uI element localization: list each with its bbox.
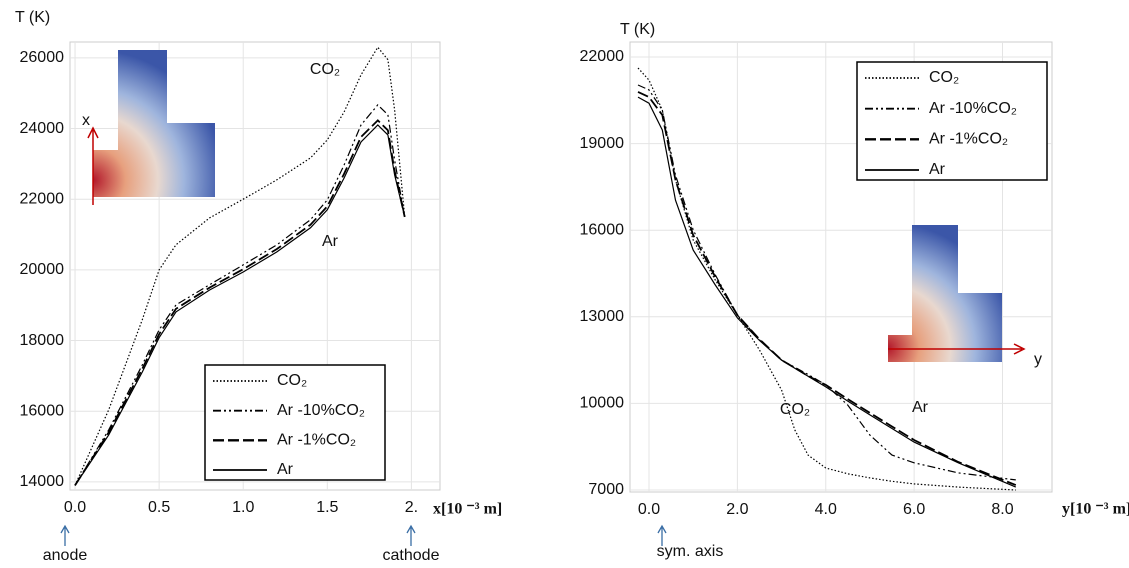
data-line <box>74 124 406 486</box>
annotation: anode <box>43 547 88 564</box>
x-tick-label: 2.0 <box>726 501 748 518</box>
y-tick-label: 7000 <box>588 481 624 498</box>
legend-box <box>856 61 1048 181</box>
y-tick-label: 26000 <box>20 49 65 66</box>
annotation: CO₂ <box>780 401 810 418</box>
x-tick-label: 2. <box>405 499 418 516</box>
x-axis-label: x[10 ⁻³ m] <box>433 501 502 518</box>
y-tick-label: 18000 <box>20 332 65 349</box>
inset-geometry <box>888 225 1002 362</box>
x-tick-label: 0.0 <box>64 499 86 516</box>
x-tick-label: 0.5 <box>148 499 170 516</box>
legend-label: Ar <box>277 461 294 478</box>
y-tick-label: 16000 <box>20 402 65 419</box>
x-tick-label: 0.0 <box>638 501 660 518</box>
y-tick-label: 19000 <box>580 135 625 152</box>
y-tick-label: 22000 <box>580 48 625 65</box>
y-tick-label: 22000 <box>20 190 65 207</box>
y-tick-label: 13000 <box>580 308 625 325</box>
inset-geometry <box>93 50 215 197</box>
data-line <box>637 96 1017 488</box>
data-line <box>74 119 406 486</box>
legend-label: CO₂ <box>929 69 959 86</box>
x-tick-label: 1.0 <box>232 499 254 516</box>
x-axis-label: y[10 ⁻³ m] <box>1062 501 1129 518</box>
left-chart: 14000 16000 18000 20000 22000 24000 26000 0.0 0.… <box>15 9 502 564</box>
annotation: CO₂ <box>310 61 340 78</box>
x-tick-label: 8.0 <box>991 501 1013 518</box>
inset-axis-label: x <box>82 112 90 129</box>
legend-label: Ar -1%CO₂ <box>277 432 356 449</box>
data-line <box>74 46 406 486</box>
inset-axis-arrow <box>888 343 1026 355</box>
annotation: Ar <box>322 233 339 250</box>
x-tick-label: 1.5 <box>316 499 338 516</box>
inset-axis-arrow <box>87 126 99 205</box>
right-chart: 7000 10000 13000 16000 19000 22000 0.0 2.0 4.0 6.… <box>580 21 1129 560</box>
y-tick-label: 16000 <box>580 221 625 238</box>
y-tick-label: 20000 <box>20 261 65 278</box>
legend-box <box>204 364 386 481</box>
annotation: sym. axis <box>657 543 724 560</box>
pointer-arrow <box>657 524 667 546</box>
annotation: cathode <box>383 547 440 564</box>
inset-axis-label: y <box>1034 351 1042 368</box>
y-tick-label: 24000 <box>20 120 65 137</box>
legend-label: CO₂ <box>277 372 307 389</box>
y-tick-label: 10000 <box>580 395 625 412</box>
annotation: Ar <box>912 399 929 416</box>
x-tick-label: 4.0 <box>815 501 837 518</box>
data-line <box>637 67 1016 491</box>
y-axis-label: T (K) <box>620 21 655 38</box>
y-tick-label: 14000 <box>20 473 65 490</box>
legend-label: Ar <box>929 161 946 178</box>
legend-label: Ar -10%CO₂ <box>277 402 365 419</box>
legend-label: Ar -1%CO₂ <box>929 131 1008 148</box>
y-axis-label: T (K) <box>15 9 50 26</box>
pointer-arrow <box>406 524 416 546</box>
pointer-arrow <box>60 524 70 546</box>
data-line <box>74 104 406 486</box>
legend-label: Ar -10%CO₂ <box>929 100 1017 117</box>
x-tick-label: 6.0 <box>903 501 925 518</box>
